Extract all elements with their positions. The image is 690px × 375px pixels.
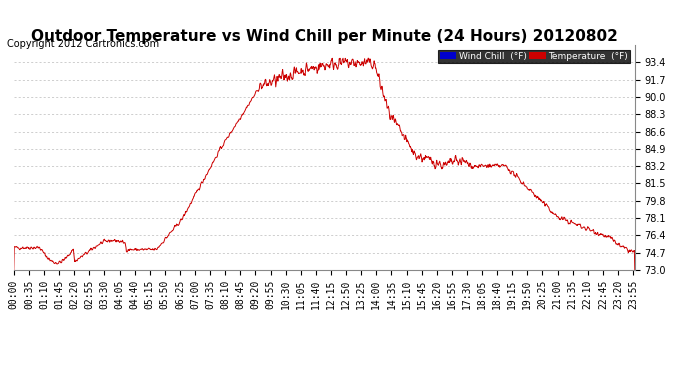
Text: Copyright 2012 Cartronics.com: Copyright 2012 Cartronics.com — [7, 39, 159, 50]
Title: Outdoor Temperature vs Wind Chill per Minute (24 Hours) 20120802: Outdoor Temperature vs Wind Chill per Mi… — [31, 29, 618, 44]
Legend: Wind Chill  (°F), Temperature  (°F): Wind Chill (°F), Temperature (°F) — [437, 50, 630, 63]
